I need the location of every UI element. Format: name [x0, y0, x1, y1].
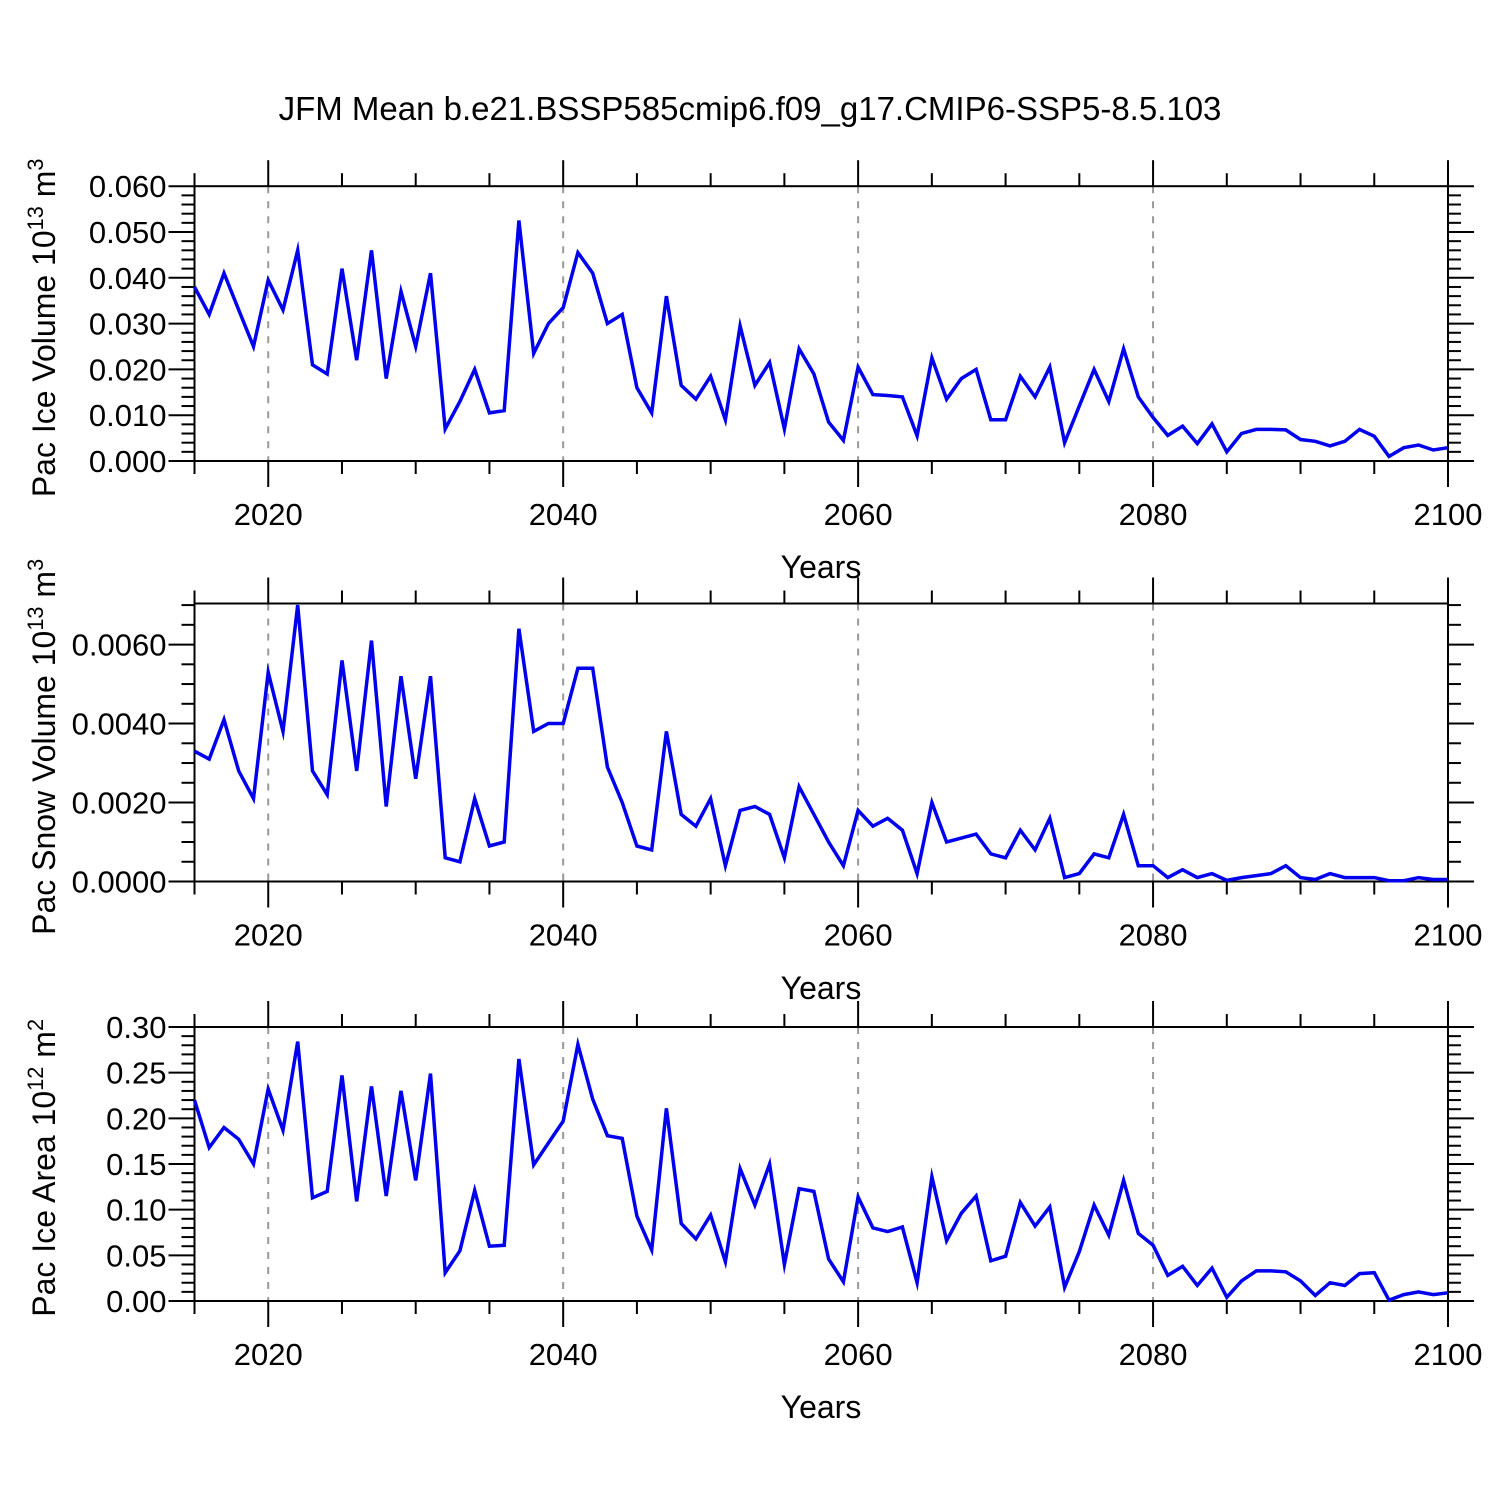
y-tick-label: 0.25	[106, 1056, 166, 1091]
y-tick-label: 0.05	[106, 1238, 166, 1273]
plot-title: JFM Mean b.e21.BSSP585cmip6.f09_g17.CMIP…	[278, 90, 1222, 127]
y-tick-label: 0.0000	[72, 865, 167, 900]
x-tick-label: 2020	[234, 918, 303, 953]
series-line-pac-ice-area	[192, 1036, 1449, 1303]
xaxis-title-3: Years	[780, 1389, 862, 1425]
y-tick-label: 0.20	[106, 1101, 166, 1136]
chart-panel-pac-ice-area: 2020 2040 2060 2080 2100 0.00 0.05 0.10 0.15 0.20…	[106, 1001, 1482, 1372]
y-tick-label: 0.0040	[72, 707, 167, 742]
y-tick-label: 0.0020	[72, 786, 167, 821]
x-tick-label: 2020	[234, 1337, 303, 1372]
y-tick-label: 0.030	[89, 307, 167, 342]
x-tick-label: 2040	[529, 1337, 598, 1372]
y-tick-label: 0.10	[106, 1193, 166, 1228]
x-tick-label: 2100	[1414, 497, 1483, 532]
y-tick-label: 0.050	[89, 215, 167, 250]
y-tick-label: 0.15	[106, 1147, 166, 1182]
xaxis-title-2: Years	[780, 969, 862, 1006]
y-tick-label: 0.000	[89, 444, 167, 479]
tick-marks	[168, 1001, 1474, 1327]
plot-frame	[193, 602, 1449, 883]
x-tick-label: 2060	[824, 497, 893, 532]
y-tick-label: 0.040	[89, 261, 167, 296]
tick-labels: 2020 2040 2060 2080 2100 0.0000 0.0020 0.0040 0.…	[72, 628, 1483, 953]
tick-marks	[168, 577, 1474, 908]
y-tick-label: 0.060	[89, 169, 167, 204]
x-tick-label: 2060	[824, 918, 893, 953]
x-tick-label: 2040	[529, 918, 598, 953]
y-tick-label: 0.00	[106, 1284, 166, 1319]
chart-panel-pac-snow-volume: 2020 2040 2060 2080 2100 0.0000 0.0020 0.0040 0.…	[72, 577, 1483, 953]
x-tick-label: 2020	[234, 497, 303, 532]
series-line-pac-snow-volume	[193, 604, 1448, 883]
chart-panel-pac-ice-volume: 2020 2040 2060 2080 2100 0.000 0.010 0.020 0.030…	[89, 160, 1483, 532]
y-tick-label: 0.0060	[72, 628, 167, 663]
x-tick-label: 2100	[1414, 1337, 1483, 1372]
xaxis-title-1: Years	[780, 549, 862, 585]
series-line-pac-ice-volume	[192, 220, 1449, 459]
x-tick-label: 2080	[1119, 497, 1188, 532]
yaxis-title-ice-area: Pac Ice Area 1012 m2	[23, 1018, 62, 1317]
x-tick-label: 2080	[1119, 918, 1188, 953]
x-tick-label: 2080	[1119, 1337, 1188, 1372]
plot-frame	[193, 185, 1449, 462]
tick-marks	[168, 160, 1474, 487]
tick-labels: 2020 2040 2060 2080 2100 0.000 0.010 0.020 0.030…	[89, 169, 1483, 532]
y-tick-label: 0.020	[89, 352, 167, 387]
x-tick-label: 2060	[824, 1337, 893, 1372]
x-tick-label: 2040	[529, 497, 598, 532]
x-tick-label: 2100	[1414, 918, 1483, 953]
tick-labels: 2020 2040 2060 2080 2100 0.00 0.05 0.10 0.15 0.20…	[106, 1010, 1482, 1372]
y-tick-label: 0.30	[106, 1010, 166, 1045]
y-tick-label: 0.010	[89, 398, 167, 433]
